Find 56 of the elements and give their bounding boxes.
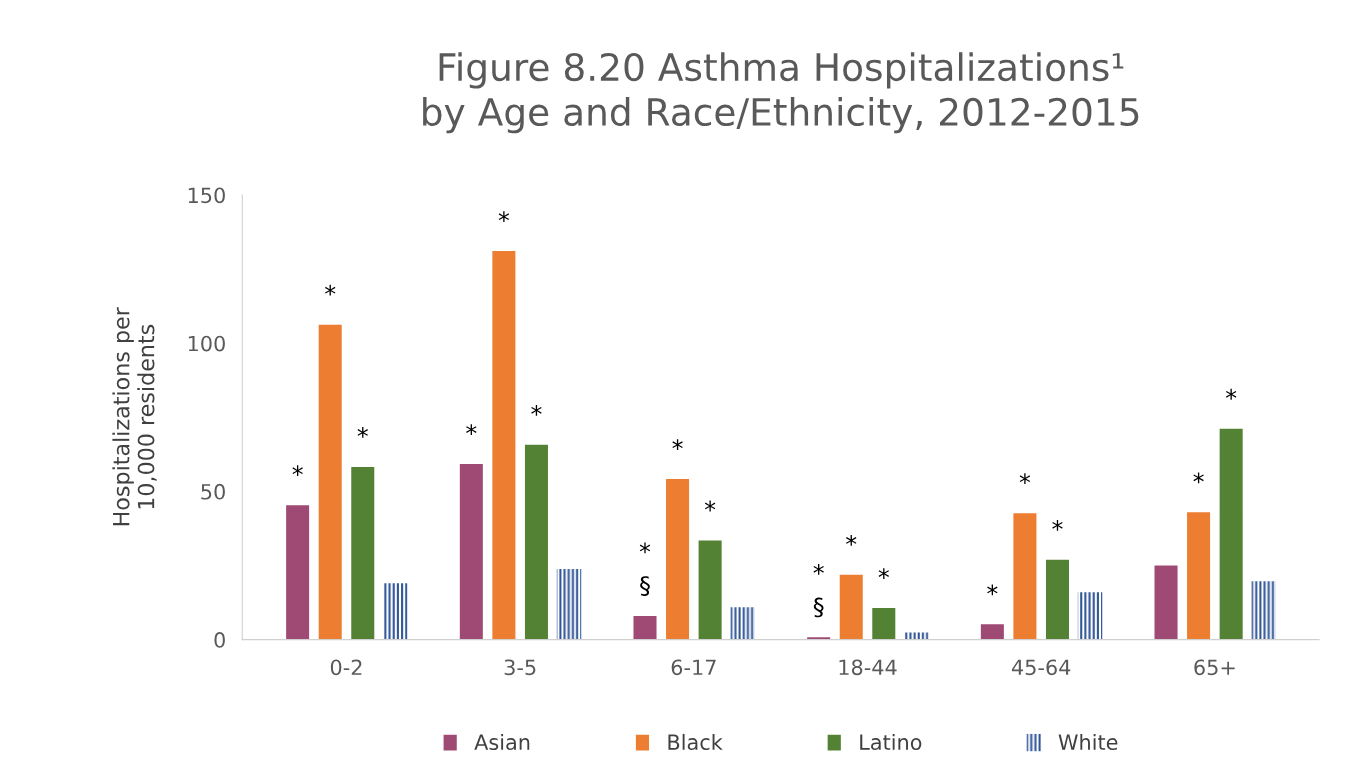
x-tick-label: 65+ <box>1194 659 1235 676</box>
bar <box>383 583 408 640</box>
bar <box>556 569 582 640</box>
data-label: * <box>846 534 857 546</box>
bar <box>1044 558 1071 640</box>
x-tick-label: 18-44 <box>839 659 897 676</box>
data-label: * <box>1019 473 1031 485</box>
y-tick-label: 150 <box>188 187 225 204</box>
bar <box>1185 510 1212 640</box>
bar <box>284 503 311 640</box>
bar <box>490 249 517 640</box>
bar <box>697 539 724 640</box>
data-label: * § <box>639 542 651 596</box>
bar <box>317 323 344 640</box>
bar <box>664 477 691 640</box>
legend-label: Asian <box>474 733 530 751</box>
data-label: * <box>878 568 889 579</box>
legend-label: Latino <box>860 733 922 751</box>
data-label: * <box>325 284 336 296</box>
bar <box>458 462 485 640</box>
bar <box>1153 564 1179 640</box>
bar <box>1218 427 1245 640</box>
bar <box>904 632 929 640</box>
bar <box>838 573 865 640</box>
data-label: * <box>1193 472 1204 484</box>
x-tick-label: 45-64 <box>1011 659 1071 676</box>
x-tick-label: 6-17 <box>671 659 716 676</box>
bar <box>349 465 376 640</box>
x-tick-label: 0-2 <box>330 659 362 676</box>
y-tick-label: 50 <box>201 483 225 500</box>
x-tick-label: 3-5 <box>504 659 536 676</box>
bar <box>1012 511 1038 640</box>
bar <box>523 443 550 640</box>
data-label: * § <box>813 563 824 618</box>
y-axis-title: Hospitalizations per 10,000 residents <box>112 307 157 526</box>
bar <box>870 606 897 640</box>
bar <box>730 607 755 640</box>
bar <box>1077 592 1103 640</box>
data-label: * <box>466 424 477 435</box>
data-label: * <box>498 211 510 223</box>
data-label: * <box>704 500 716 512</box>
legend-label: Black <box>668 733 723 751</box>
data-label: * <box>672 439 683 451</box>
bar <box>979 622 1006 640</box>
legend-label: White <box>1058 733 1118 751</box>
data-label: * <box>531 404 542 416</box>
data-label: * <box>1225 388 1237 400</box>
bar <box>1251 581 1276 640</box>
chart-title: Figure 8.20 Asthma Hospitalizations¹ by Age and Race/Ethnicity, 2012-2015 <box>423 52 1139 134</box>
data-label: * <box>357 427 368 438</box>
data-label: * <box>987 584 998 596</box>
data-label: * <box>1052 519 1063 531</box>
y-tick-label: 100 <box>188 335 225 352</box>
y-tick-label: 0 <box>214 632 225 648</box>
data-label: * <box>292 465 303 477</box>
bar <box>632 614 658 640</box>
